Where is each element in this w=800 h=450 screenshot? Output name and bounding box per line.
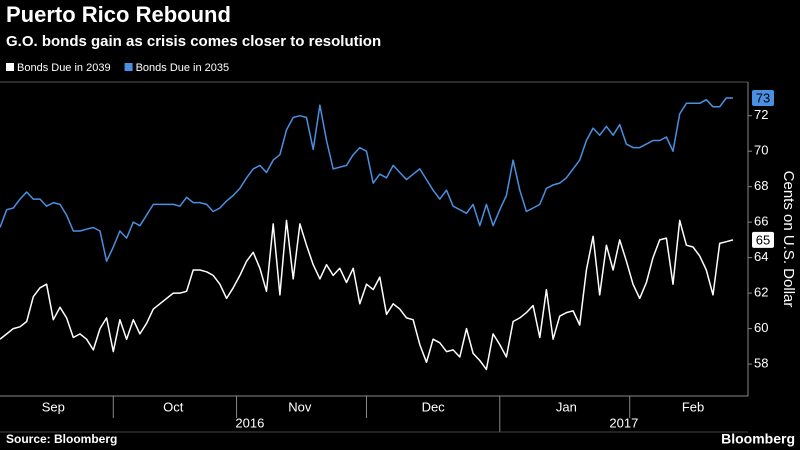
y-tick-label: 66 — [754, 214, 768, 229]
legend-swatch — [6, 63, 14, 71]
y-tick-label: 60 — [754, 320, 768, 335]
chart-title: Puerto Rico Rebound — [6, 2, 231, 27]
end-label-box — [752, 231, 774, 248]
x-tick-label: Oct — [163, 399, 184, 414]
series-line — [0, 97, 733, 262]
y-tick-label: 72 — [754, 107, 768, 122]
x-tick-label: Feb — [682, 399, 704, 414]
legend-swatch — [124, 63, 133, 71]
source: Source: Bloomberg — [6, 432, 117, 446]
x-tick-label: Jan — [556, 399, 577, 414]
brand: Bloomberg — [721, 431, 795, 447]
y-tick-label: 62 — [754, 285, 768, 300]
legend-label: Bonds Due in 2039 — [17, 62, 111, 74]
y-tick-label: 58 — [754, 356, 768, 371]
y-tick-label: 68 — [754, 178, 768, 193]
end-label: 73 — [756, 90, 770, 105]
x-tick-label: Dec — [422, 399, 446, 414]
end-label: 65 — [756, 232, 770, 247]
chart-subtitle: G.O. bonds gain as crisis comes closer t… — [6, 33, 381, 50]
x-tick-label: Sep — [42, 399, 65, 414]
y-axis-label: Cents on U.S. Dollar — [780, 171, 797, 308]
series-line — [0, 219, 734, 371]
y-tick-label: 64 — [754, 249, 768, 264]
y-tick-label: 70 — [754, 143, 768, 158]
year-label: 2016 — [235, 415, 264, 430]
x-tick-label: Nov — [288, 399, 312, 414]
year-label: 2017 — [609, 415, 638, 430]
end-label-box — [752, 89, 774, 106]
legend-label: Bonds Due in 2035 — [136, 62, 230, 74]
